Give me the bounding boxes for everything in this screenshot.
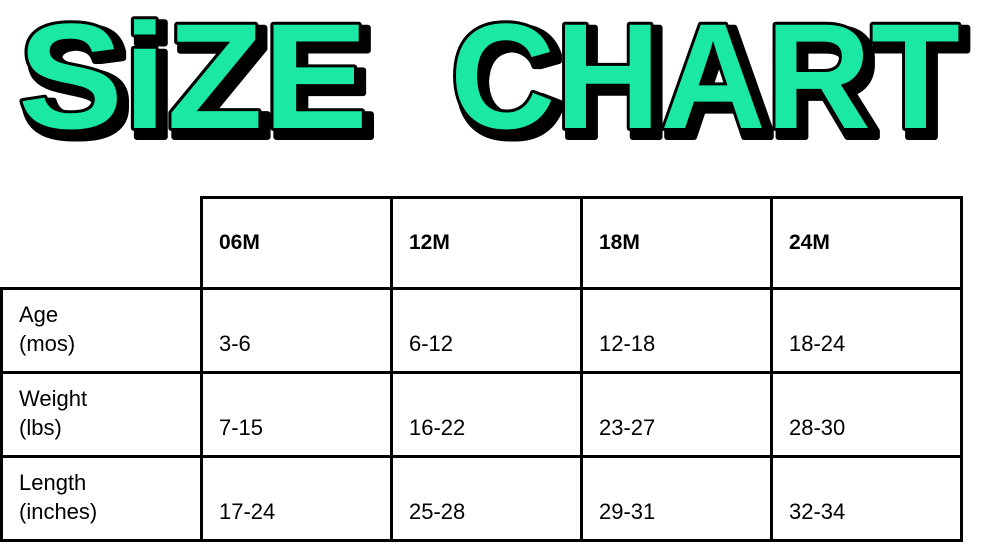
cell: 17-24: [200, 455, 393, 542]
row-label-line2: (lbs): [19, 414, 62, 440]
corner-cell: [1, 197, 203, 290]
cell: 3-6: [200, 287, 393, 374]
cell: 6-12: [390, 287, 583, 374]
cell: 29-31: [580, 455, 773, 542]
column-header: 18M: [580, 196, 773, 290]
title-word1: SiZE: [18, 0, 368, 160]
column-header: 12M: [390, 196, 583, 290]
cell: 28-30: [770, 371, 963, 458]
table-row-weight: Weight (lbs) 7-15 16-22 23-27 28-30: [0, 371, 963, 458]
cell: 7-15: [200, 371, 393, 458]
cell: 12-18: [580, 287, 773, 374]
cell: 16-22: [390, 371, 583, 458]
row-label-line1: Length: [19, 469, 87, 495]
size-table: 06M 12M 18M 24M Age (mos) 3-6 6-12 12-18 …: [0, 196, 963, 542]
row-label-line2: (inches): [19, 498, 98, 524]
row-header: Length (inches): [0, 455, 203, 542]
row-header: Age (mos): [0, 287, 203, 374]
column-header: 24M: [770, 196, 963, 290]
cell: 18-24: [770, 287, 963, 374]
row-label-line2: (mos): [19, 330, 76, 356]
header-row: 06M 12M 18M 24M: [1, 196, 963, 290]
row-label-line1: Weight: [19, 385, 88, 411]
cell: 23-27: [580, 371, 773, 458]
title-word2: CHART: [450, 0, 960, 160]
size-chart-title: SiZE CHART: [15, 0, 963, 160]
table-row-age: Age (mos) 3-6 6-12 12-18 18-24: [0, 287, 963, 374]
cell: 32-34: [770, 455, 963, 542]
column-header: 06M: [200, 196, 393, 290]
row-label-line1: Age: [19, 301, 59, 327]
cell: 25-28: [390, 455, 583, 542]
table-row-length: Length (inches) 17-24 25-28 29-31 32-34: [0, 455, 963, 542]
row-header: Weight (lbs): [0, 371, 203, 458]
